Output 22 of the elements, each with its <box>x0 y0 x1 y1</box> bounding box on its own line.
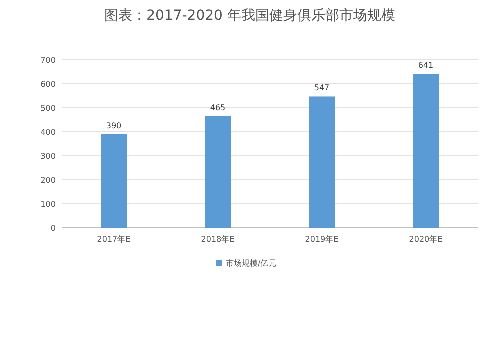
bar <box>101 134 127 228</box>
y-tick-label: 200 <box>40 176 56 185</box>
x-tick-label: 2020年E <box>409 235 443 244</box>
y-tick-label: 100 <box>40 200 56 209</box>
y-tick-label: 300 <box>40 152 56 161</box>
data-label: 547 <box>314 84 330 93</box>
data-label: 465 <box>210 103 226 112</box>
y-tick-label: 0 <box>50 224 56 233</box>
chart-title: 图表：2017-2020 年我国健身俱乐部市场规模 <box>104 8 396 24</box>
bar <box>413 74 439 228</box>
bar <box>309 96 335 228</box>
legend-label: 市场规模/亿元 <box>226 259 277 268</box>
x-tick-label: 2017年E <box>97 235 131 244</box>
y-tick-label: 700 <box>40 56 56 65</box>
y-tick-label: 600 <box>40 80 56 89</box>
data-label: 641 <box>418 61 434 70</box>
x-tick-label: 2018年E <box>201 235 235 244</box>
bar <box>205 116 231 228</box>
data-label: 390 <box>106 121 122 130</box>
y-tick-label: 500 <box>40 104 56 113</box>
x-tick-label: 2019年E <box>305 235 339 244</box>
y-tick-label: 400 <box>40 128 56 137</box>
